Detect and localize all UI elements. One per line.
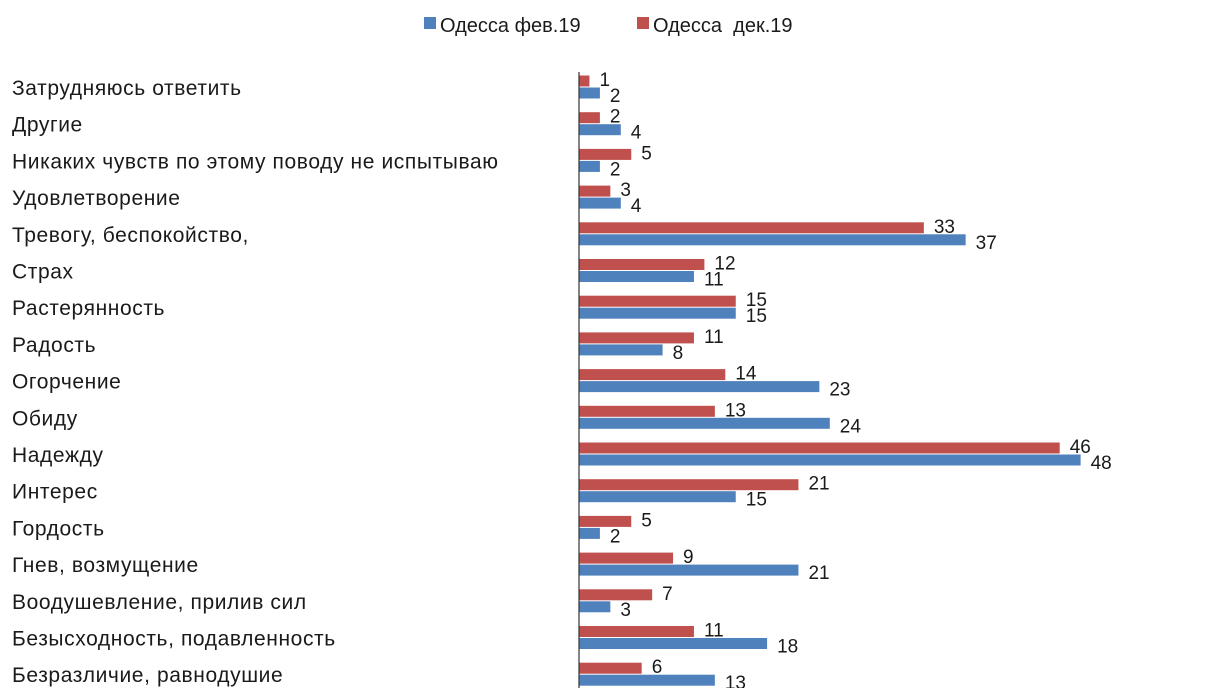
bar-feb19 — [579, 638, 768, 649]
value-label-dec19: 21 — [808, 474, 829, 495]
bar-feb19 — [579, 417, 830, 429]
value-label-dec19: 33 — [934, 217, 955, 238]
value-label-dec19: 14 — [735, 364, 757, 385]
bar-feb19 — [579, 87, 600, 99]
bar-dec19 — [579, 295, 736, 307]
value-label-feb19: 15 — [746, 490, 767, 511]
category-label: Растерянность — [12, 297, 165, 320]
bar-feb19 — [579, 344, 663, 356]
category-label: Интерес — [12, 481, 98, 504]
bar-dec19 — [579, 222, 924, 234]
category-label: Воодушевление, прилив сил — [12, 591, 307, 614]
value-label-feb19: 4 — [631, 196, 642, 217]
bar-feb19 — [579, 160, 600, 172]
value-label-feb19: 37 — [976, 233, 997, 254]
bar-feb19 — [579, 527, 600, 539]
bar-dec19 — [579, 259, 705, 270]
category-label: Безразличие, равнодушие — [12, 664, 283, 687]
bar-feb19 — [579, 381, 820, 393]
bar-feb19 — [579, 564, 799, 576]
value-label-feb19: 3 — [620, 600, 631, 621]
value-label-feb19: 8 — [673, 343, 684, 364]
value-label-feb19: 11 — [704, 270, 724, 291]
value-label-dec19: 13 — [725, 400, 746, 421]
value-label-dec19: 5 — [641, 143, 652, 164]
value-label-dec19: 11 — [704, 621, 724, 642]
bar-feb19 — [579, 271, 694, 282]
bar-feb19 — [579, 307, 736, 319]
bar-feb19 — [579, 124, 621, 136]
bar-feb19 — [579, 491, 736, 503]
bar-dec19 — [579, 148, 632, 160]
value-label-dec19: 3 — [620, 180, 631, 201]
bar-dec19 — [579, 552, 674, 564]
bar-dec19 — [579, 662, 642, 674]
legend-item-dec19-label: Одесса дек.19 — [653, 15, 793, 37]
bar-dec19 — [579, 112, 600, 124]
value-labels: 1224523433371211151511814231324464821155… — [599, 70, 1111, 688]
legend: Одесса фев.19 Одесса дек.19 — [424, 15, 793, 37]
value-label-feb19: 2 — [610, 86, 621, 107]
value-label-feb19: 15 — [746, 306, 767, 327]
legend-item-feb19-label: Одесса фев.19 — [440, 15, 581, 37]
category-label: Гнев, возмущение — [12, 554, 199, 577]
bar-dec19 — [579, 479, 799, 491]
value-label-dec19: 7 — [662, 584, 673, 605]
category-label: Гордость — [12, 517, 105, 540]
bar-dec19 — [579, 515, 632, 527]
value-label-dec19: 9 — [683, 547, 694, 568]
value-label-dec19: 12 — [714, 254, 735, 275]
category-label: Обиду — [12, 407, 78, 430]
value-label-feb19: 2 — [610, 159, 621, 180]
bar-dec19 — [579, 369, 726, 381]
value-label-dec19: 11 — [704, 327, 724, 348]
category-label: Затрудняюсь ответить — [12, 77, 242, 100]
bar-dec19 — [579, 626, 694, 637]
value-label-dec19: 15 — [746, 290, 767, 311]
bar-dec19 — [579, 405, 715, 417]
bar-dec19 — [579, 185, 611, 197]
value-label-dec19: 46 — [1070, 437, 1091, 458]
value-label-feb19: 23 — [829, 380, 850, 401]
category-label: Никаких чувств по этому поводу не испыты… — [12, 150, 499, 173]
value-label-feb19: 18 — [777, 637, 798, 658]
value-label-feb19: 21 — [808, 563, 829, 584]
value-label-feb19: 13 — [725, 673, 746, 688]
category-label: Безысходность, подавленность — [12, 628, 336, 651]
category-label: Тревогу, беспокойство, — [12, 224, 249, 247]
bars — [579, 75, 1081, 686]
legend-item-feb19-swatch — [424, 17, 436, 29]
value-label-feb19: 48 — [1091, 453, 1112, 474]
value-label-dec19: 2 — [610, 107, 621, 128]
bar-feb19 — [579, 601, 611, 613]
bar-feb19 — [579, 234, 966, 246]
category-label: Радость — [12, 334, 96, 357]
value-label-feb19: 4 — [631, 123, 642, 144]
category-label: Огорчение — [12, 371, 121, 394]
bar-dec19 — [579, 75, 590, 87]
bar-feb19 — [579, 197, 621, 209]
value-label-feb19: 2 — [610, 526, 621, 547]
legend-item-dec19-swatch — [637, 17, 649, 29]
bar-feb19 — [579, 454, 1081, 466]
value-label-dec19: 6 — [652, 657, 663, 678]
category-label: Удовлетворение — [12, 187, 181, 210]
value-label-feb19: 24 — [840, 416, 862, 437]
category-labels: Затрудняюсь ответить Другие Никаких чувств… — [12, 77, 499, 687]
category-label: Надежду — [12, 444, 104, 467]
bar-dec19 — [579, 332, 694, 344]
value-label-dec19: 1 — [599, 70, 610, 91]
bar-dec19 — [579, 589, 653, 601]
value-label-dec19: 5 — [641, 510, 652, 531]
bar-feb19 — [579, 674, 715, 686]
category-label: Другие — [12, 114, 83, 137]
category-label: Страх — [12, 261, 74, 284]
bar-dec19 — [579, 442, 1060, 454]
